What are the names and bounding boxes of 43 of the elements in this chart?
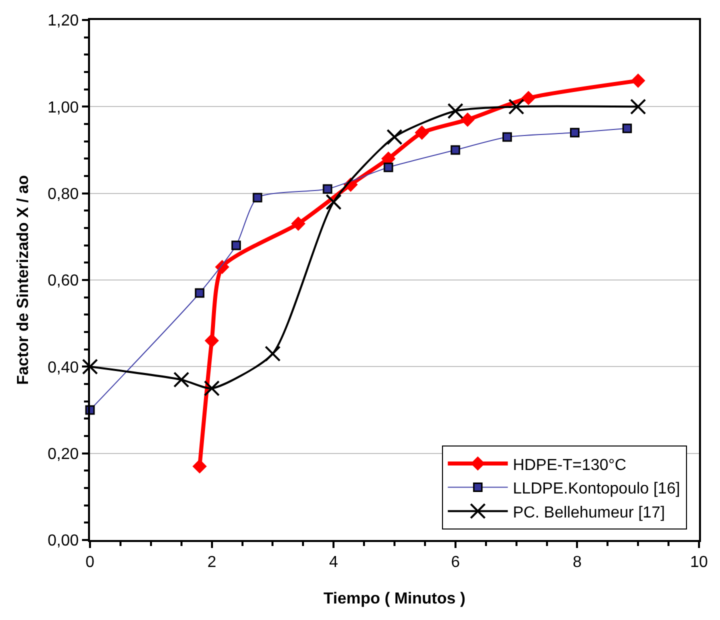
point <box>264 346 281 362</box>
point <box>204 334 219 348</box>
point <box>521 90 536 106</box>
point <box>630 74 646 88</box>
y-tick-label: 1,00 <box>48 99 79 116</box>
y-tick-label: 0,40 <box>48 359 79 376</box>
point <box>622 124 632 134</box>
y-tick-label: 0,80 <box>48 186 79 203</box>
point <box>450 145 460 155</box>
point <box>414 126 430 140</box>
x-tick-label: 8 <box>572 554 582 572</box>
point <box>194 288 204 298</box>
point <box>630 98 646 115</box>
y-tick-label: 0,60 <box>48 272 79 290</box>
point <box>502 132 512 142</box>
point <box>508 98 524 115</box>
legend-label: PC. Bellehumeur [17] <box>512 504 665 522</box>
point <box>231 240 241 250</box>
point <box>460 112 475 127</box>
y-tick-label: 0,20 <box>48 446 79 463</box>
x-tick-label: 2 <box>207 554 216 572</box>
point <box>82 358 98 375</box>
y-tick-label: 1,20 <box>48 12 79 30</box>
legend-label: LLDPE.Kontopoulo [16] <box>512 480 680 498</box>
x-tick-label: 4 <box>329 554 338 572</box>
point <box>322 184 332 194</box>
y-tick-label: 0,00 <box>48 532 79 550</box>
point <box>204 380 220 396</box>
point <box>384 162 394 172</box>
x-tick-label: 10 <box>690 554 708 572</box>
point <box>386 129 402 145</box>
point <box>570 128 580 138</box>
point <box>192 459 207 474</box>
point <box>447 103 464 119</box>
legend-label: HDPE-T=130°C <box>512 456 626 474</box>
x-tick-label: 6 <box>450 554 460 572</box>
point <box>326 194 342 210</box>
x-axis-title: Tiempo ( Minutos ) <box>324 590 466 608</box>
y-axis-title: Factor de Sinterizado X / ao <box>15 174 32 385</box>
point <box>173 372 190 388</box>
point <box>291 216 306 231</box>
point <box>252 192 262 202</box>
x-tick-label: 0 <box>86 554 95 572</box>
